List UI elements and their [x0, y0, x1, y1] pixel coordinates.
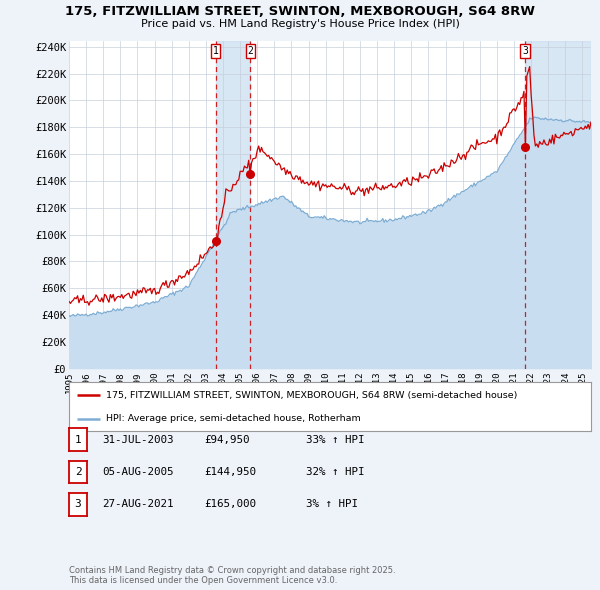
- Text: 31-JUL-2003: 31-JUL-2003: [102, 435, 173, 444]
- Text: 2: 2: [247, 46, 253, 56]
- Text: 175, FITZWILLIAM STREET, SWINTON, MEXBOROUGH, S64 8RW: 175, FITZWILLIAM STREET, SWINTON, MEXBOR…: [65, 5, 535, 18]
- Text: 32% ↑ HPI: 32% ↑ HPI: [306, 467, 365, 477]
- Text: 3: 3: [74, 500, 82, 509]
- Text: 175, FITZWILLIAM STREET, SWINTON, MEXBOROUGH, S64 8RW (semi-detached house): 175, FITZWILLIAM STREET, SWINTON, MEXBOR…: [106, 391, 517, 400]
- Text: Price paid vs. HM Land Registry's House Price Index (HPI): Price paid vs. HM Land Registry's House …: [140, 19, 460, 29]
- Text: £144,950: £144,950: [204, 467, 256, 477]
- Text: £94,950: £94,950: [204, 435, 250, 444]
- Text: 1: 1: [213, 46, 219, 56]
- Text: 33% ↑ HPI: 33% ↑ HPI: [306, 435, 365, 444]
- Bar: [525, 41, 591, 369]
- Text: 2: 2: [74, 467, 82, 477]
- Text: Contains HM Land Registry data © Crown copyright and database right 2025.
This d: Contains HM Land Registry data © Crown c…: [69, 566, 395, 585]
- Text: 3% ↑ HPI: 3% ↑ HPI: [306, 500, 358, 509]
- Bar: [216, 41, 250, 369]
- Text: 1: 1: [74, 435, 82, 444]
- Text: 05-AUG-2005: 05-AUG-2005: [102, 467, 173, 477]
- Text: 3: 3: [522, 46, 528, 56]
- Text: HPI: Average price, semi-detached house, Rotherham: HPI: Average price, semi-detached house,…: [106, 414, 360, 423]
- Text: 27-AUG-2021: 27-AUG-2021: [102, 500, 173, 509]
- Text: £165,000: £165,000: [204, 500, 256, 509]
